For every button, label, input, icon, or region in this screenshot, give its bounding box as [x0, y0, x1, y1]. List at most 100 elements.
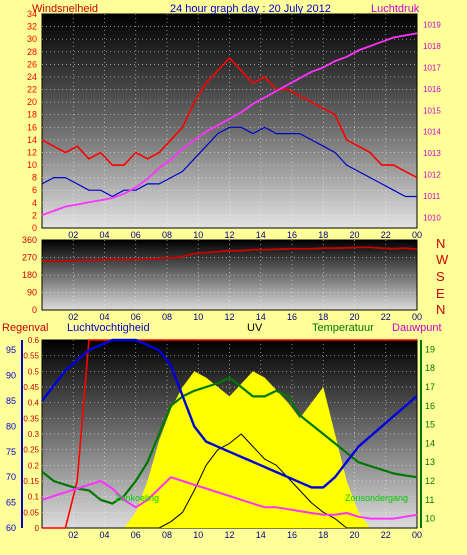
y-tick-label-temperature: 17 [425, 382, 435, 392]
y-tick-label-pressure: 1014 [423, 128, 441, 137]
y-tick-label-wind: 10 [27, 160, 37, 170]
y-tick-label-rain: 0.2 [28, 461, 40, 470]
x-tick-label-panel1: 02 [68, 230, 78, 240]
y-tick-label-rain: 0.3 [28, 430, 40, 439]
y-tick-label-pressure: 1010 [423, 213, 441, 222]
y-tick-label-pressure: 1013 [423, 149, 441, 158]
y-tick-label-humidity: 95 [6, 345, 16, 355]
y-tick-label-pressure: 1016 [423, 85, 441, 94]
y-tick-label-temperature: 12 [425, 476, 435, 486]
y-tick-label-wind: 24 [27, 72, 37, 82]
y-tick-label-humidity: 85 [6, 396, 16, 406]
y-tick-label-direction: 270 [22, 253, 37, 263]
x-tick-label-panel2: 12 [224, 312, 234, 322]
x-tick-label-panel3: 10 [193, 530, 203, 540]
y-tick-label-rain: 0 [35, 524, 40, 533]
compass-label-n-bottom: N [436, 302, 446, 317]
y-tick-label-temperature: 18 [425, 363, 435, 373]
y-tick-label-humidity: 65 [6, 498, 16, 508]
y-tick-label-humidity: 60 [6, 523, 16, 533]
wind-speed-axis-label: Windsnelheid [32, 3, 99, 15]
pressure-line [41, 32, 418, 217]
humidity-line [41, 338, 418, 489]
y-tick-label-wind: 32 [27, 22, 37, 32]
y-tick-label-wind: 20 [27, 97, 37, 107]
y-tick-label-wind: 26 [27, 59, 37, 69]
y-tick-label-rain: 0.45 [23, 383, 39, 392]
y-tick-label-temperature: 13 [425, 457, 435, 467]
y-tick-label-wind: 6 [32, 185, 37, 195]
x-tick-label-panel3: 20 [349, 530, 359, 540]
y-tick-label-rain: 0.55 [23, 352, 39, 361]
rainfall-label: Regenval [2, 322, 49, 334]
dewpoint-line [41, 476, 418, 520]
y-tick-label-wind: 8 [32, 173, 37, 183]
sunrise-label: Zonkoeling [115, 493, 160, 503]
x-tick-label-panel1: 14 [256, 230, 266, 240]
x-tick-label-panel1: 08 [162, 230, 172, 240]
y-tick-label-wind: 12 [27, 147, 37, 157]
rainfall-line [42, 339, 417, 529]
x-tick-label-panel2: 14 [256, 312, 266, 322]
x-tick-label-panel3: 18 [318, 530, 328, 540]
y-tick-label-temperature: 19 [425, 344, 435, 354]
sunset-label: Zonsondergang [345, 493, 409, 503]
y-tick-label-direction: 90 [27, 288, 37, 298]
y-tick-label-humidity: 80 [6, 421, 16, 431]
y-tick-label-pressure: 1012 [423, 171, 441, 180]
x-tick-label-panel3: 22 [381, 530, 391, 540]
x-tick-label-panel2: 08 [162, 312, 172, 322]
dewpoint-label: Dauwpunt [392, 322, 442, 334]
y-tick-label-pressure: 1017 [423, 64, 441, 73]
x-tick-label-panel3: 06 [131, 530, 141, 540]
y-tick-label-pressure: 1015 [423, 106, 441, 115]
chart-title: 24 hour graph day : 20 July 2012 [170, 3, 331, 15]
x-tick-label-panel3: 14 [256, 530, 266, 540]
y-tick-label-rain: 0.1 [28, 493, 40, 502]
x-tick-label-panel3: 00 [412, 530, 422, 540]
y-tick-label-wind: 28 [27, 47, 37, 57]
x-tick-label-panel1: 12 [224, 230, 234, 240]
humidity-label: Luchtvochtigheid [67, 322, 150, 334]
wind-direction-line [42, 246, 418, 263]
x-tick-label-panel3: 04 [99, 530, 109, 540]
y-tick-label-wind: 4 [32, 198, 37, 208]
uv-label: UV [247, 322, 263, 334]
x-tick-label-panel2: 18 [318, 312, 328, 322]
compass-label-w: W [436, 252, 449, 267]
x-tick-label-panel2: 22 [381, 312, 391, 322]
x-tick-label-panel3: 16 [287, 530, 297, 540]
y-tick-label-pressure: 1011 [423, 192, 441, 201]
wind-average-line [41, 126, 417, 198]
uv-line [42, 433, 417, 529]
x-tick-label-panel1: 22 [381, 230, 391, 240]
x-tick-label-panel3: 08 [162, 530, 172, 540]
compass-label-s: S [436, 269, 445, 284]
wind-gust-line [41, 57, 418, 179]
x-tick-label-panel1: 06 [131, 230, 141, 240]
y-tick-label-temperature: 10 [425, 514, 435, 524]
y-tick-label-pressure: 1018 [423, 42, 441, 51]
y-tick-label-rain: 0.35 [23, 414, 39, 423]
x-tick-label-panel2: 10 [193, 312, 203, 322]
y-tick-label-humidity: 70 [6, 472, 16, 482]
compass-label-e: E [436, 286, 445, 301]
y-tick-label-direction: 360 [22, 235, 37, 245]
y-tick-label-humidity: 75 [6, 447, 16, 457]
y-tick-label-pressure: 1019 [423, 21, 441, 30]
x-tick-label-panel1: 00 [412, 230, 422, 240]
y-tick-label-direction: 180 [22, 270, 37, 280]
temperature-line [41, 376, 418, 505]
x-tick-label-panel1: 10 [193, 230, 203, 240]
x-tick-label-panel1: 04 [99, 230, 109, 240]
y-tick-label-temperature: 15 [425, 420, 435, 430]
x-tick-label-panel3: 12 [224, 530, 234, 540]
y-tick-label-rain: 0.25 [23, 446, 39, 455]
y-tick-label-rain: 0.6 [28, 336, 40, 345]
x-tick-label-panel1: 16 [287, 230, 297, 240]
y-tick-label-temperature: 11 [425, 495, 434, 505]
y-tick-label-temperature: 14 [425, 438, 435, 448]
y-tick-label-rain: 0.5 [28, 367, 40, 376]
y-tick-label-wind: 22 [27, 85, 37, 95]
x-tick-label-panel2: 16 [287, 312, 297, 322]
